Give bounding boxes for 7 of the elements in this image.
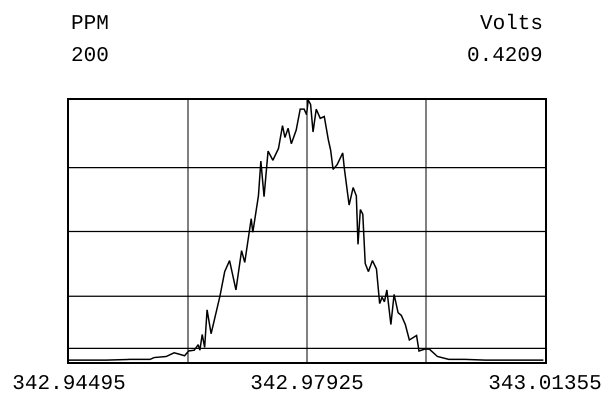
x-tick-label: 343.01355 bbox=[488, 372, 602, 396]
x-tick-label: 342.94495 bbox=[12, 372, 126, 396]
y2-axis-title: Volts bbox=[480, 13, 544, 36]
x-tick-label: 342.97925 bbox=[250, 372, 364, 396]
y-axis-title: PPM bbox=[71, 13, 109, 36]
text: 200 bbox=[71, 45, 109, 68]
text: 0.4209 bbox=[467, 45, 543, 68]
